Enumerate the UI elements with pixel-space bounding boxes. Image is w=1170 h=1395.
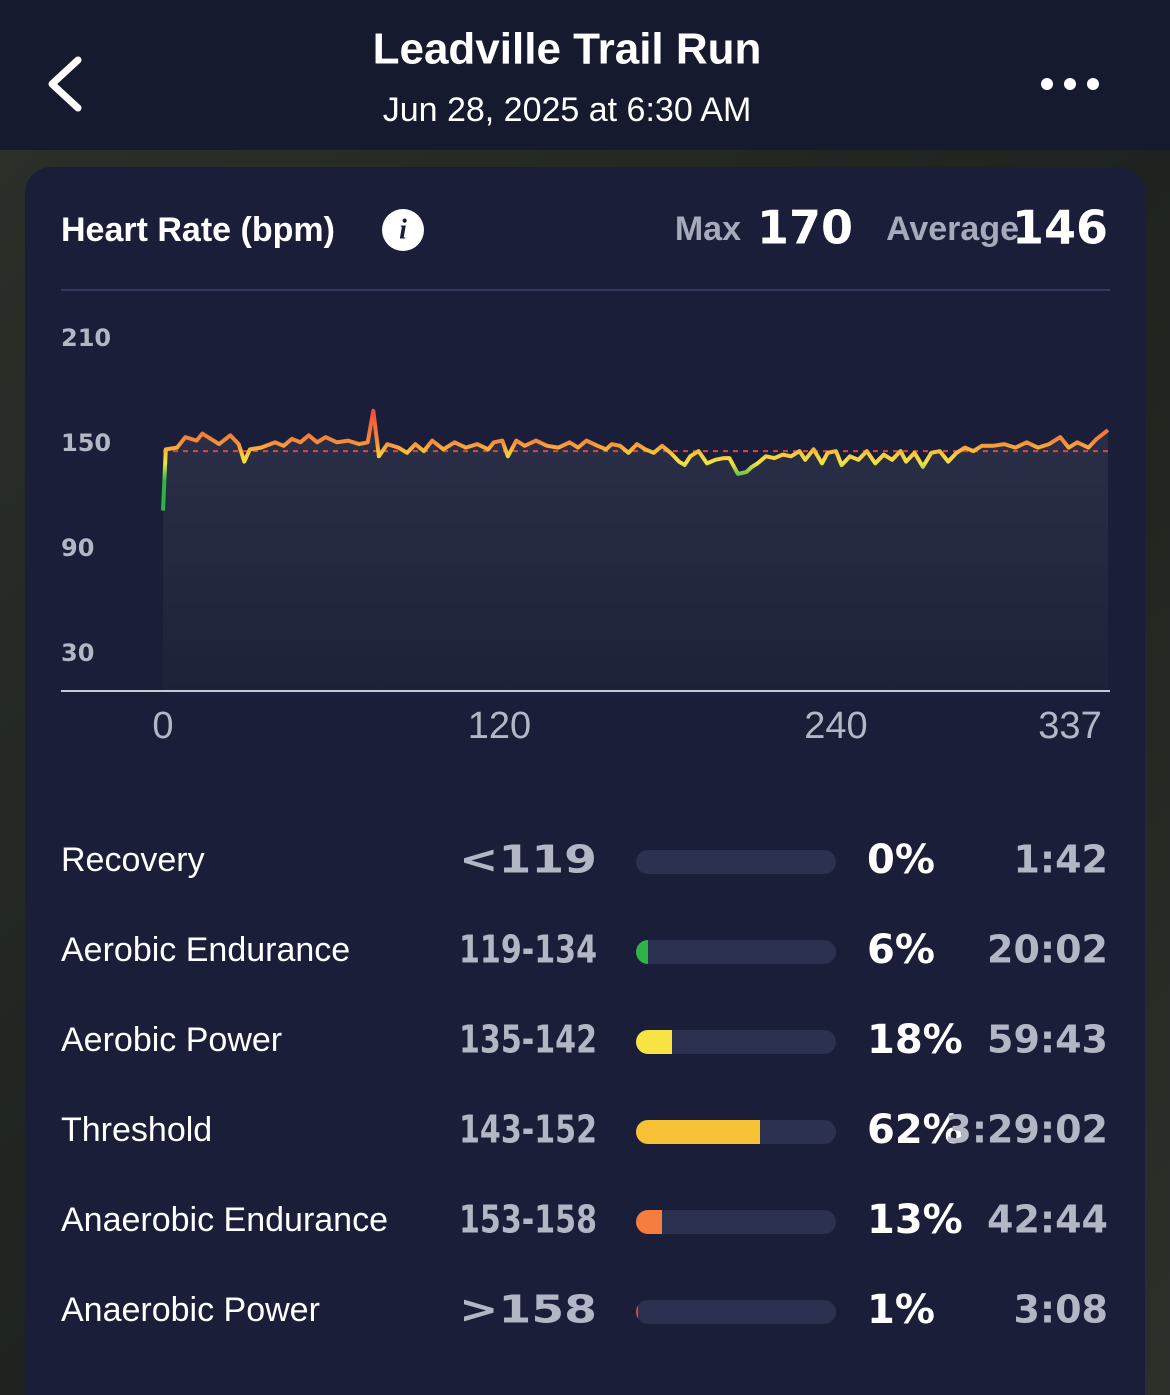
average-label: Average <box>886 210 1019 248</box>
x-tick-label: 0 <box>152 705 173 747</box>
zone-percent: 6% <box>867 927 935 973</box>
zone-time: 59:43 <box>987 1018 1108 1062</box>
zone-range: 143-152 <box>459 1108 597 1152</box>
zone-range: >158 <box>459 1288 597 1332</box>
max-label: Max <box>675 210 741 248</box>
heart-rate-chart: 30 90 150 210 0 120 240 337 <box>61 324 1110 747</box>
zone-percent: 62% <box>867 1107 963 1153</box>
zone-bar <box>636 940 648 964</box>
zone-bar <box>636 1030 672 1054</box>
heart-rate-line <box>161 408 1110 511</box>
zone-percent: 1% <box>867 1287 935 1333</box>
zone-range: 153-158 <box>459 1198 597 1242</box>
more-button[interactable] <box>1041 78 1099 90</box>
x-tick-label: 120 <box>468 705 531 747</box>
x-tick-label: 240 <box>804 705 867 747</box>
header-bar <box>0 0 1170 150</box>
zone-bar <box>636 1120 760 1144</box>
zone-name: Anaerobic Endurance <box>61 1201 388 1239</box>
y-tick-label: 30 <box>61 639 94 667</box>
zone-table: Recovery <119 0% 1:42 Aerobic Endurance 119-1… <box>61 837 1108 1333</box>
zone-bar-track <box>636 1030 836 1054</box>
zone-range: 135-142 <box>459 1018 597 1062</box>
y-tick-label: 210 <box>61 324 111 352</box>
zone-range: 119-134 <box>459 928 597 972</box>
zone-bar <box>636 1300 638 1324</box>
zone-bar-track <box>636 1300 836 1324</box>
zone-range: <119 <box>459 838 597 882</box>
info-button[interactable]: i <box>382 209 424 251</box>
zone-name: Anaerobic Power <box>61 1291 320 1329</box>
zone-bar-track <box>636 850 836 874</box>
svg-text:i: i <box>399 214 407 245</box>
zone-name: Threshold <box>61 1111 212 1149</box>
y-tick-label: 90 <box>61 534 94 562</box>
zone-percent: 0% <box>867 837 935 883</box>
zone-bar <box>636 1210 662 1234</box>
x-tick-label: 337 <box>1038 705 1101 747</box>
zone-time: 3:08 <box>1013 1288 1108 1332</box>
max-value: 170 <box>757 201 853 255</box>
zone-time: 20:02 <box>987 928 1108 972</box>
zone-name: Aerobic Power <box>61 1021 282 1059</box>
zone-time: 42:44 <box>987 1198 1108 1242</box>
zone-time: 1:42 <box>1013 838 1108 882</box>
zone-percent: 18% <box>867 1017 963 1063</box>
zone-bar-track <box>636 1210 836 1234</box>
zone-percent: 13% <box>867 1197 963 1243</box>
header-title: Leadville Trail Run <box>373 25 762 74</box>
card-title: Heart Rate (bpm) <box>61 211 335 249</box>
zone-time: 3:29:02 <box>945 1108 1108 1152</box>
zone-bar-track <box>636 940 836 964</box>
zone-name: Recovery <box>61 841 205 879</box>
average-value: 146 <box>1012 201 1108 255</box>
back-button[interactable] <box>48 56 82 112</box>
y-tick-label: 150 <box>61 429 111 457</box>
header-subtitle: Jun 28, 2025 at 6:30 AM <box>383 91 752 129</box>
zone-name: Aerobic Endurance <box>61 931 350 969</box>
heart-rate-area <box>163 410 1108 691</box>
